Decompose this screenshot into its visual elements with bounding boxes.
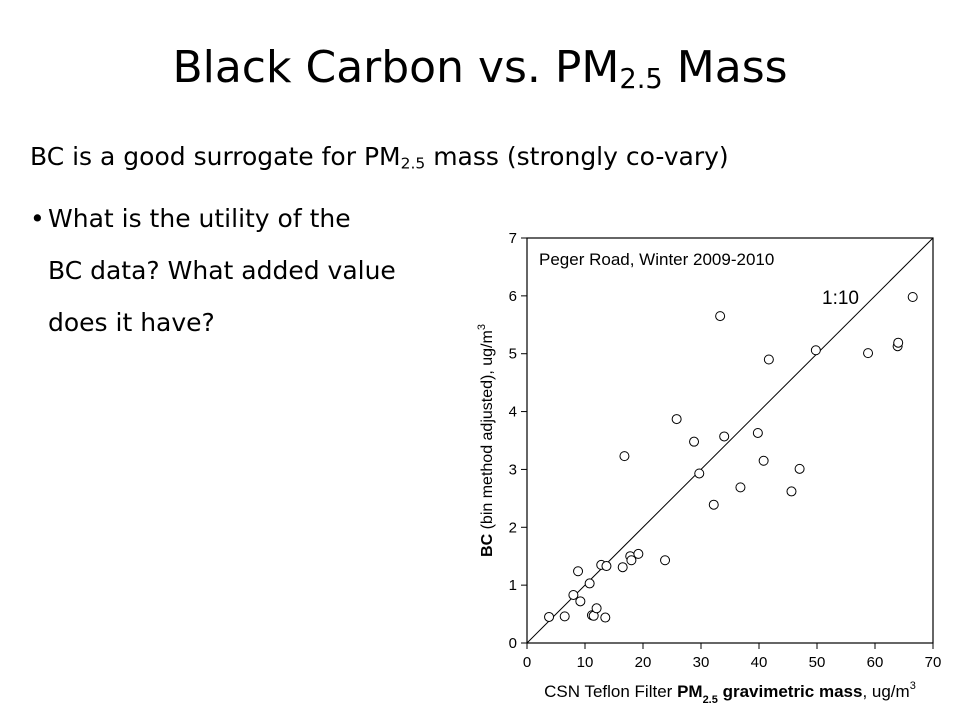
data-point: [810, 345, 821, 356]
data-point: [794, 463, 805, 474]
data-point: [893, 337, 904, 348]
bullet-item: • What is the utility of the: [30, 193, 396, 245]
x-axis-label-superscript: 3: [910, 680, 916, 692]
data-point: [584, 578, 595, 589]
data-point: [786, 486, 797, 497]
y-tick-label: 5: [509, 346, 517, 363]
x-axis-label-bold-tail: gravimetric mass: [718, 682, 863, 701]
data-point: [758, 455, 769, 466]
intro-line: BC is a good surrogate for PM2.5 mass (s…: [30, 142, 729, 173]
data-point: [735, 482, 746, 493]
data-point: [708, 499, 719, 510]
data-point: [544, 611, 555, 622]
x-axis-label: CSN Teflon Filter PM2.5 gravimetric mass…: [544, 680, 916, 706]
x-axis-label-unit: , ug/m: [862, 682, 909, 701]
x-tick-label: 0: [523, 654, 531, 671]
data-point: [601, 561, 612, 572]
data-point: [752, 427, 763, 438]
x-axis-label-bold: PM: [677, 682, 703, 701]
x-tick-label: 10: [577, 654, 594, 671]
data-point: [600, 612, 611, 623]
x-tick-label: 20: [635, 654, 652, 671]
data-point: [715, 311, 726, 322]
x-tick-label: 30: [693, 654, 710, 671]
data-point: [559, 611, 570, 622]
data-point: [626, 555, 637, 566]
y-tick-label: 2: [509, 519, 517, 536]
data-point: [719, 431, 730, 442]
data-point: [633, 548, 644, 559]
data-point: [568, 589, 579, 600]
data-point: [763, 354, 774, 365]
reference-line-label: 1:10: [822, 288, 859, 309]
x-tick-label: 40: [751, 654, 768, 671]
x-axis-label-subscript: 2.5: [703, 694, 718, 706]
bullet-list: • What is the utility of the BC data? Wha…: [30, 193, 396, 349]
bullet-continuation: does it have?: [48, 308, 215, 337]
data-point: [573, 566, 584, 577]
data-point: [617, 562, 628, 573]
data-point: [591, 603, 602, 614]
y-tick-label: 6: [509, 288, 517, 305]
x-tick-label: 70: [925, 654, 942, 671]
data-point: [694, 468, 705, 479]
reference-line: [526, 237, 934, 644]
data-point: [671, 414, 682, 425]
y-tick-label: 7: [509, 230, 517, 247]
data-point: [575, 596, 586, 607]
y-axis-label-bold: BC: [479, 533, 496, 557]
x-tick-label: 60: [867, 654, 884, 671]
y-axis-label-superscript: 3: [476, 324, 488, 330]
y-tick-label: 1: [509, 577, 517, 594]
y-axis-label: BC (bin method adjusted), ug/m3: [476, 324, 496, 557]
y-tick-label: 0: [509, 635, 517, 652]
y-axis-label-rest: (bin method adjusted), ug/m: [479, 330, 496, 534]
data-point: [689, 436, 700, 447]
chart-annotation: Peger Road, Winter 2009-2010: [539, 250, 774, 269]
data-point: [619, 451, 630, 462]
y-tick-label: 3: [509, 461, 517, 478]
y-tick-label: 4: [509, 404, 517, 421]
bullet-icon: •: [30, 204, 45, 233]
bullet-continuation: BC data? What added value: [48, 256, 396, 285]
data-point: [863, 348, 874, 359]
x-tick-label: 50: [809, 654, 826, 671]
data-point: [660, 555, 671, 566]
data-point: [907, 292, 918, 303]
slide-title: Black Carbon vs. PM2.5 Mass: [172, 42, 788, 95]
x-axis-label-prefix: CSN Teflon Filter: [544, 682, 677, 701]
plot-frame: [526, 237, 934, 644]
